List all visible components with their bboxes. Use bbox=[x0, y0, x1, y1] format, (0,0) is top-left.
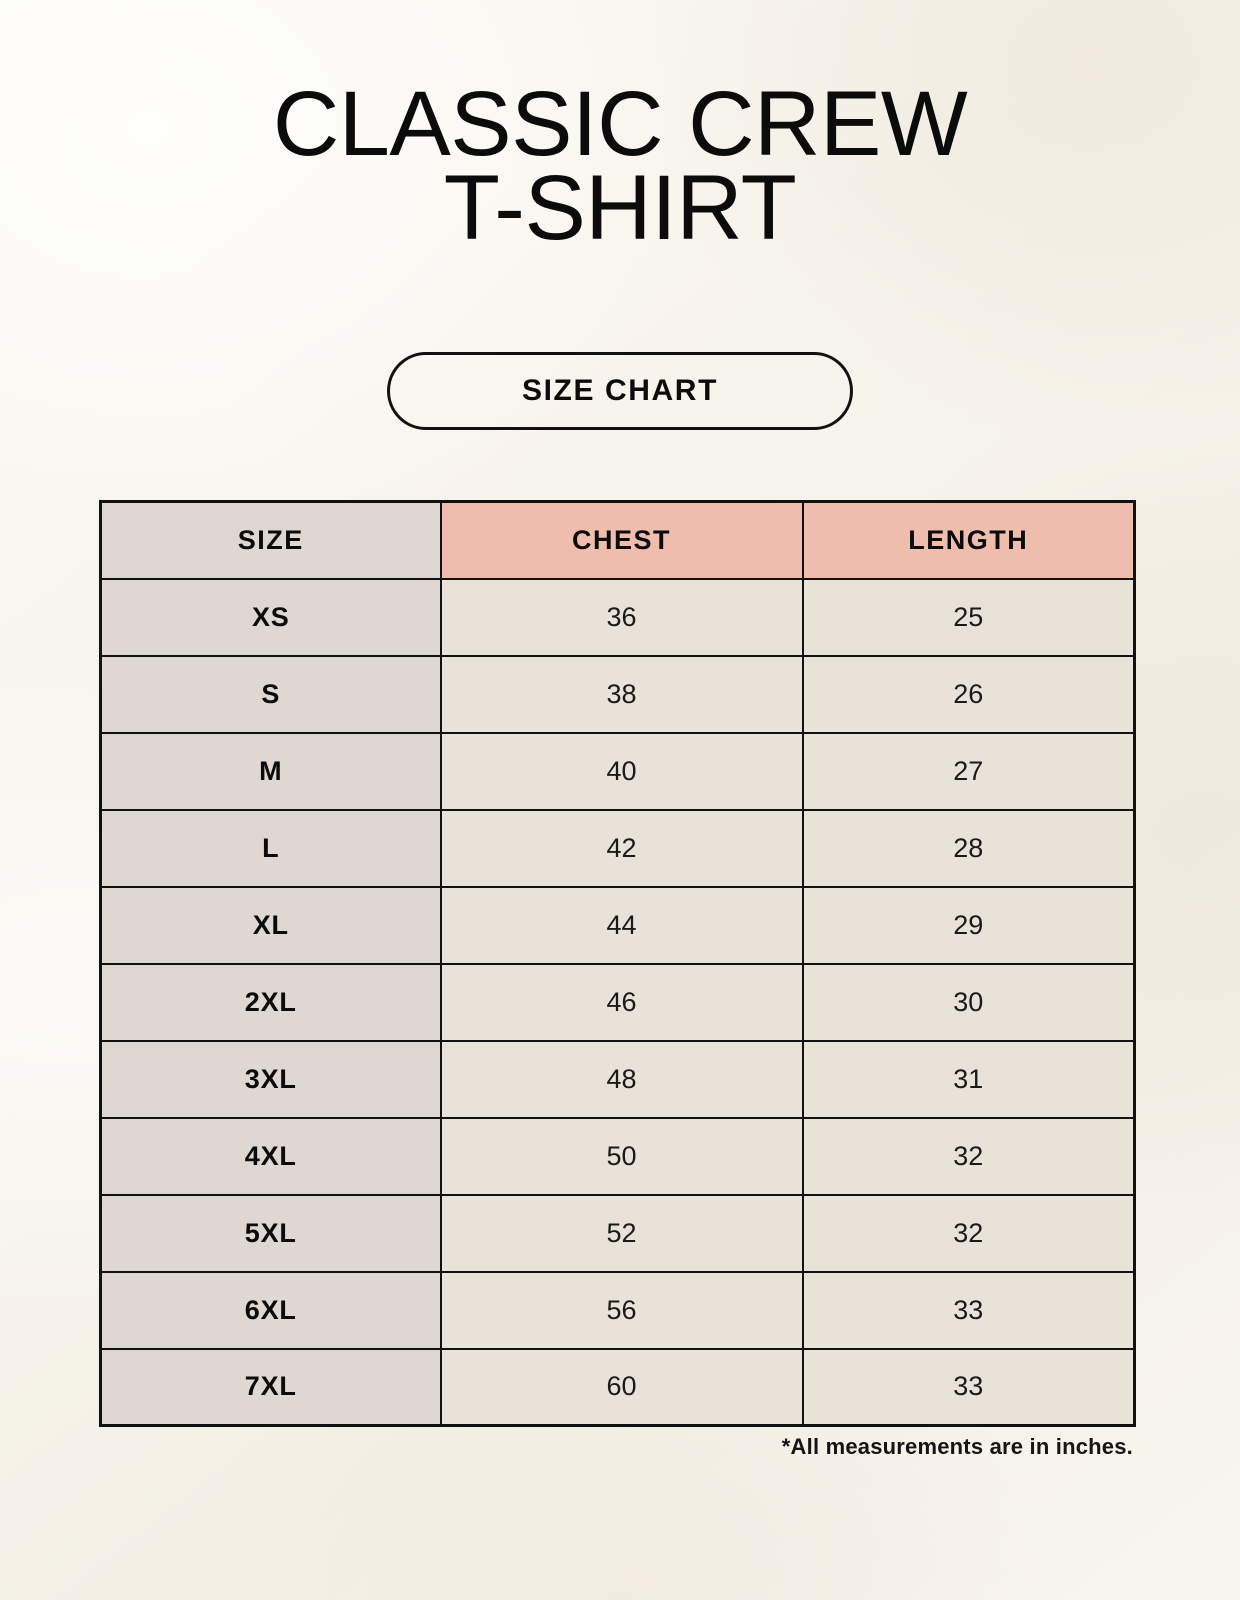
cell-size: L bbox=[99, 808, 442, 888]
page-title-line-1: CLASSIC CREW bbox=[272, 73, 968, 175]
table-row: XL 44 29 bbox=[99, 885, 1136, 965]
table-row: L 42 28 bbox=[99, 808, 1136, 888]
size-chart-badge[interactable]: SIZE CHART bbox=[387, 352, 853, 430]
cell-chest: 48 bbox=[439, 1039, 804, 1119]
cell-size: 5XL bbox=[99, 1193, 442, 1273]
cell-length: 32 bbox=[801, 1116, 1136, 1196]
size-table-header: SIZE CHEST LENGTH bbox=[99, 500, 1136, 580]
cell-size: 6XL bbox=[99, 1270, 442, 1350]
cell-length: 28 bbox=[801, 808, 1136, 888]
cell-chest: 38 bbox=[439, 654, 804, 734]
table-row: 7XL 60 33 bbox=[99, 1347, 1136, 1427]
cell-length: 30 bbox=[801, 962, 1136, 1042]
size-table-body: XS 36 25 S 38 26 M 40 27 L 42 28 XL 44 29 2XL 46 30 3XL 48 3… bbox=[99, 577, 1136, 1427]
cell-size: S bbox=[99, 654, 442, 734]
column-header-chest: CHEST bbox=[439, 500, 804, 580]
cell-length: 25 bbox=[801, 577, 1136, 657]
column-header-size: SIZE bbox=[99, 500, 442, 580]
cell-chest: 36 bbox=[439, 577, 804, 657]
cell-size: 7XL bbox=[99, 1347, 442, 1427]
cell-size: 4XL bbox=[99, 1116, 442, 1196]
cell-length: 27 bbox=[801, 731, 1136, 811]
measurements-footnote: *All measurements are in inches. bbox=[781, 1434, 1133, 1459]
cell-chest: 60 bbox=[439, 1347, 804, 1427]
table-row: 4XL 50 32 bbox=[99, 1116, 1136, 1196]
table-row: M 40 27 bbox=[99, 731, 1136, 811]
table-row: 3XL 48 31 bbox=[99, 1039, 1136, 1119]
page-title: CLASSIC CREW T-SHIRT bbox=[0, 73, 1240, 259]
size-table-container: SIZE CHEST LENGTH XS 36 25 S 38 26 M 40 27 L 42 28 X… bbox=[99, 500, 1136, 1427]
cell-size: XS bbox=[99, 577, 442, 657]
cell-length: 32 bbox=[801, 1193, 1136, 1273]
cell-chest: 40 bbox=[439, 731, 804, 811]
cell-chest: 46 bbox=[439, 962, 804, 1042]
size-chart-badge-container: SIZE CHART bbox=[0, 352, 1240, 430]
cell-chest: 56 bbox=[439, 1270, 804, 1350]
table-row: 5XL 52 32 bbox=[99, 1193, 1136, 1273]
page-title-line-2: T-SHIRT bbox=[443, 157, 797, 259]
cell-length: 33 bbox=[801, 1347, 1136, 1427]
table-row: 6XL 56 33 bbox=[99, 1270, 1136, 1350]
cell-size: 3XL bbox=[99, 1039, 442, 1119]
cell-size: 2XL bbox=[99, 962, 442, 1042]
table-row: 2XL 46 30 bbox=[99, 962, 1136, 1042]
size-table: SIZE CHEST LENGTH XS 36 25 S 38 26 M 40 27 L 42 28 X… bbox=[99, 500, 1136, 1427]
cell-chest: 42 bbox=[439, 808, 804, 888]
cell-length: 31 bbox=[801, 1039, 1136, 1119]
cell-length: 33 bbox=[801, 1270, 1136, 1350]
column-header-length: LENGTH bbox=[801, 500, 1136, 580]
table-header-row: SIZE CHEST LENGTH bbox=[99, 500, 1136, 580]
cell-chest: 52 bbox=[439, 1193, 804, 1273]
cell-size: XL bbox=[99, 885, 442, 965]
cell-length: 26 bbox=[801, 654, 1136, 734]
cell-size: M bbox=[99, 731, 442, 811]
cell-length: 29 bbox=[801, 885, 1136, 965]
cell-chest: 50 bbox=[439, 1116, 804, 1196]
table-row: XS 36 25 bbox=[99, 577, 1136, 657]
cell-chest: 44 bbox=[439, 885, 804, 965]
table-row: S 38 26 bbox=[99, 654, 1136, 734]
